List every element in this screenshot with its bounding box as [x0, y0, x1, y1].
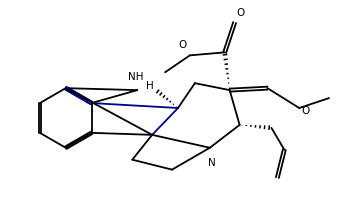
Text: H: H	[146, 81, 154, 91]
Text: O: O	[301, 106, 309, 116]
Text: O: O	[237, 7, 245, 18]
Text: N: N	[208, 158, 216, 168]
Text: O: O	[179, 40, 187, 50]
Text: NH: NH	[127, 72, 143, 82]
